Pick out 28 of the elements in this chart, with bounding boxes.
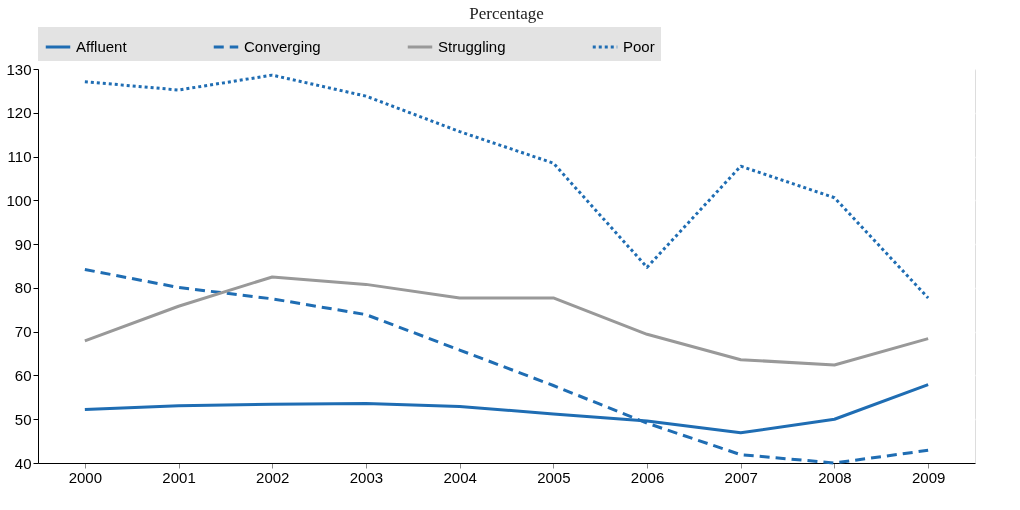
x-tick-label: 2000 [68,468,103,486]
legend-label: Converging [244,38,321,55]
line-series [83,268,930,465]
x-tick-label: 2009 [911,468,946,486]
y-tick-label: 130 [6,60,32,78]
line-series [83,275,930,367]
x-tick-label: 2006 [630,468,665,486]
x-tick-label: 2008 [818,468,852,486]
y-tick-label: 100 [6,191,32,209]
x-tick-label: 2004 [443,468,477,486]
chart-subtitle: Percentage [469,4,544,23]
x-tick-label: 2005 [537,468,571,486]
legend-label: Struggling [438,38,506,55]
line-series [83,73,930,300]
y-tick-label: 60 [14,366,32,384]
x-tick-label: 2002 [256,468,290,486]
x-tick-label: 2003 [349,468,384,486]
y-tick-label: 120 [6,104,32,122]
x-tick-label: 2007 [724,468,758,486]
x-tick-label: 2001 [162,468,196,486]
y-tick-label: 50 [14,410,32,428]
y-tick-label: 40 [14,454,32,472]
legend-label: Affluent [76,38,128,55]
y-tick-label: 110 [7,148,32,166]
y-tick-label: 90 [14,235,32,253]
y-tick-label: 70 [14,323,32,341]
y-tick-label: 80 [14,279,32,297]
legend-label: Poor [623,38,655,55]
